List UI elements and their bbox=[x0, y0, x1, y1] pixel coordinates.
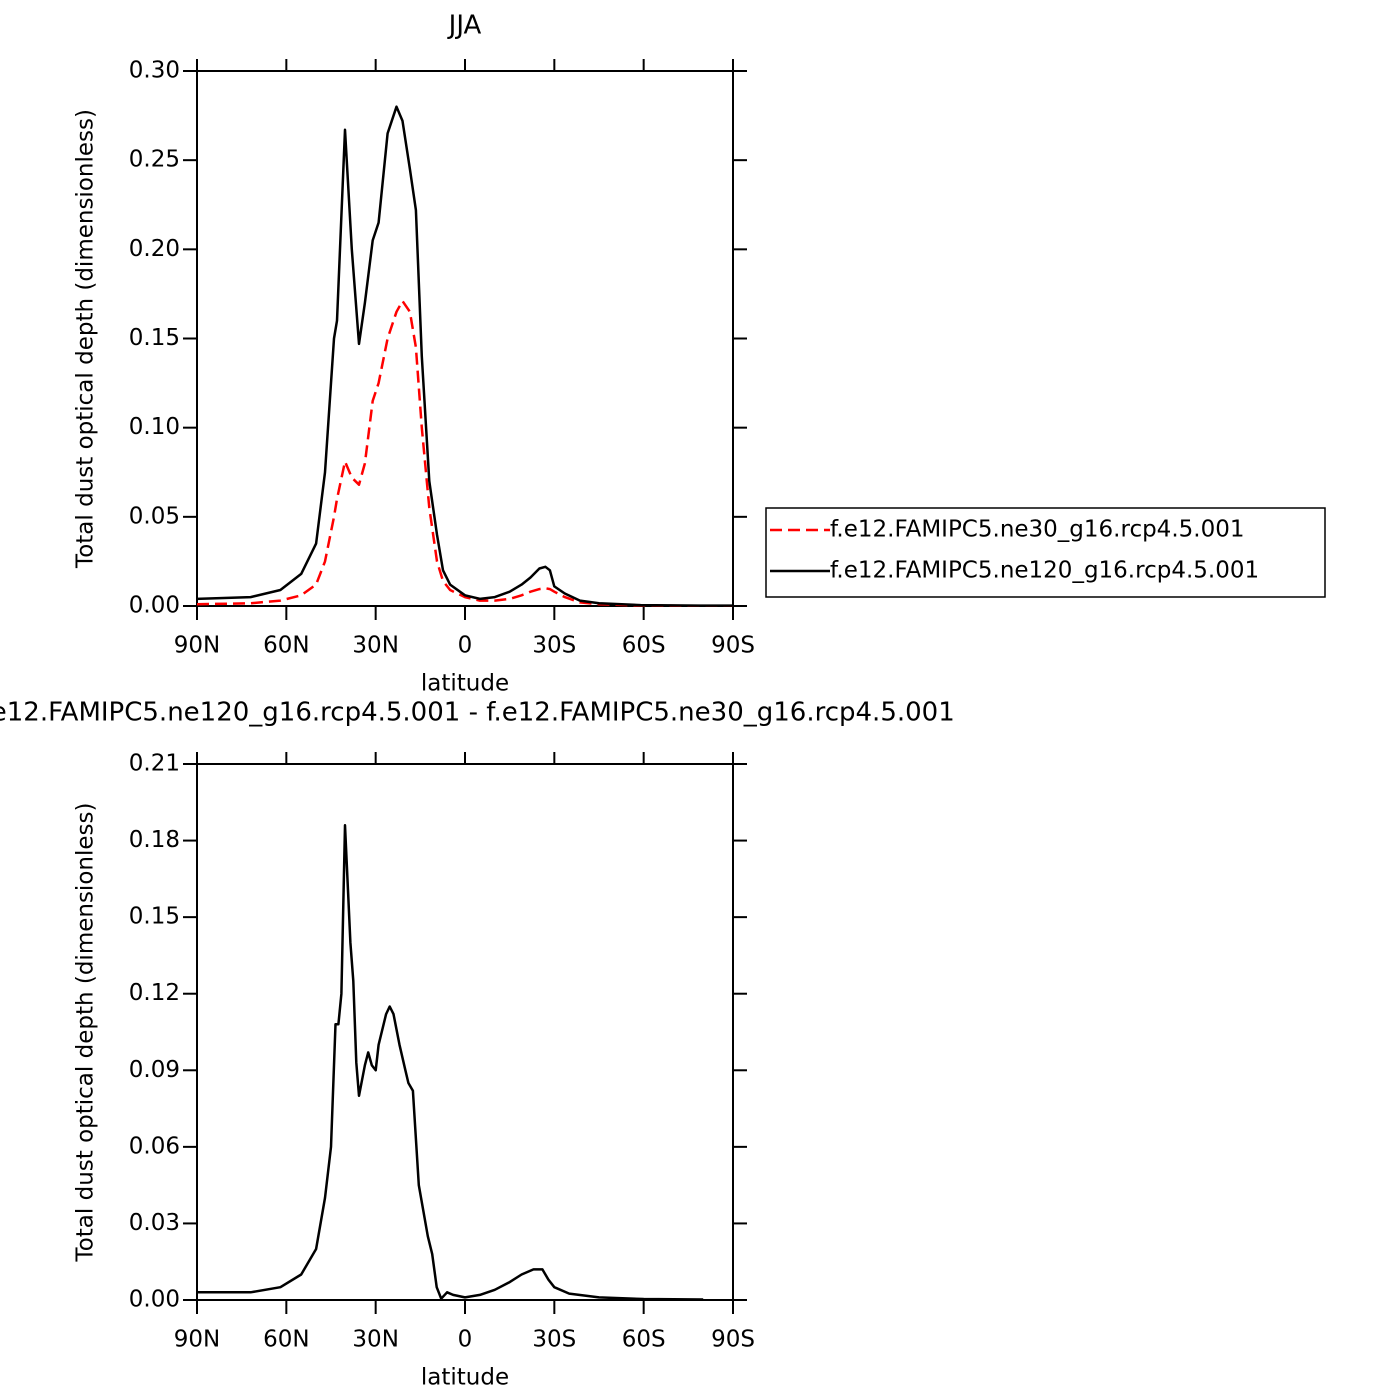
y-tick-label: 0.09 bbox=[129, 1057, 180, 1083]
x-tick-label: 30S bbox=[532, 633, 576, 659]
y-tick-label: 0.10 bbox=[129, 414, 180, 440]
y-tick-label: 0.20 bbox=[129, 236, 180, 262]
y-tick-label: 0.06 bbox=[129, 1133, 180, 1159]
x-tick-label: 60N bbox=[263, 1327, 309, 1353]
x-tick-label: 90N bbox=[174, 633, 220, 659]
plot-frame bbox=[196, 763, 734, 1301]
y-tick-label: 0.00 bbox=[129, 593, 180, 619]
x-tick-label: 60N bbox=[263, 633, 309, 659]
y-tick-label: 0.05 bbox=[129, 503, 180, 529]
data-line bbox=[196, 105, 733, 607]
data-line bbox=[196, 299, 733, 608]
y-tick-label: 0.21 bbox=[129, 751, 180, 777]
x-tick-label: 90S bbox=[711, 633, 755, 659]
legend-label: f.e12.FAMIPC5.ne30_g16.rcp4.5.001 bbox=[830, 517, 1244, 543]
x-tick-label: 60S bbox=[622, 633, 666, 659]
y-axis-label: Total dust optical depth (dimensionless) bbox=[73, 803, 99, 1263]
x-axis-label: latitude bbox=[421, 1365, 509, 1391]
data-line bbox=[197, 824, 704, 1301]
x-tick-label: 30N bbox=[352, 1327, 398, 1353]
y-tick-label: 0.18 bbox=[129, 827, 180, 853]
chart-title: f.e12.FAMIPC5.ne120_g16.rcp4.5.001 - f.e… bbox=[0, 698, 955, 728]
chart-title: JJA bbox=[447, 11, 482, 41]
x-tick-label: 0 bbox=[458, 1327, 473, 1353]
y-tick-label: 0.12 bbox=[129, 980, 180, 1006]
x-tick-label: 60S bbox=[622, 1327, 666, 1353]
x-axis-label: latitude bbox=[421, 671, 509, 697]
y-tick-label: 0.15 bbox=[129, 325, 180, 351]
legend-label: f.e12.FAMIPC5.ne120_g16.rcp4.5.001 bbox=[830, 558, 1259, 584]
y-tick-label: 0.00 bbox=[129, 1287, 180, 1313]
legend-box bbox=[765, 507, 1326, 598]
plot-frame bbox=[196, 70, 734, 607]
y-tick-label: 0.30 bbox=[129, 58, 180, 84]
x-tick-label: 0 bbox=[458, 633, 473, 659]
x-tick-label: 90N bbox=[174, 1327, 220, 1353]
x-tick-label: 30N bbox=[352, 633, 398, 659]
y-tick-label: 0.25 bbox=[129, 147, 180, 173]
y-axis-label: Total dust optical depth (dimensionless) bbox=[73, 109, 99, 569]
x-tick-label: 90S bbox=[711, 1327, 755, 1353]
y-tick-label: 0.03 bbox=[129, 1210, 180, 1236]
x-tick-label: 30S bbox=[532, 1327, 576, 1353]
y-tick-label: 0.15 bbox=[129, 904, 180, 930]
